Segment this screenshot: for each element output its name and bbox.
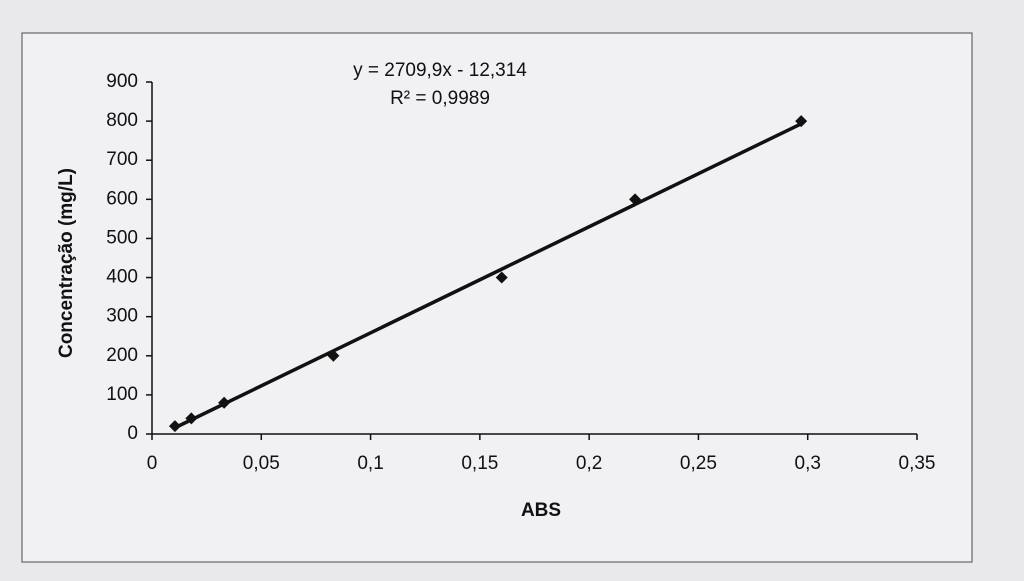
x-tick-label: 0,2 — [576, 453, 602, 474]
x-tick-label: 0,05 — [243, 453, 280, 474]
point — [795, 115, 808, 128]
y-tick-label: 400 — [106, 267, 138, 288]
y-tick-label: 600 — [106, 188, 138, 209]
point — [495, 271, 508, 284]
x-tick-label: 0,1 — [357, 453, 383, 474]
x-tick-label: 0,15 — [461, 453, 498, 474]
equation: y = 2709,9x - 12,314 — [353, 60, 527, 81]
point — [327, 349, 340, 362]
x-tick-label: 0 — [147, 453, 158, 474]
y-tick-label: 800 — [106, 110, 138, 131]
y-tick-label: 900 — [106, 71, 138, 92]
x-tick-label: 0,25 — [680, 453, 717, 474]
r-squared: R² = 0,9989 — [390, 88, 490, 109]
y-tick-label: 300 — [106, 306, 138, 327]
trendline — [174, 122, 802, 430]
point — [168, 420, 181, 433]
y-tick-label: 0 — [127, 423, 138, 444]
point — [218, 396, 231, 409]
y-tick-label: 100 — [106, 384, 138, 405]
point — [185, 412, 198, 425]
chart-frame — [21, 32, 973, 563]
x-axis-title: ABS — [521, 500, 561, 521]
y-axis-title: Concentração (mg/L) — [56, 168, 77, 358]
x-tick-label: 0,35 — [899, 453, 936, 474]
y-tick-label: 500 — [106, 227, 138, 248]
x-tick-label: 0,3 — [795, 453, 821, 474]
y-tick-label: 700 — [106, 149, 138, 170]
point — [629, 193, 642, 206]
y-tick-label: 200 — [106, 345, 138, 366]
